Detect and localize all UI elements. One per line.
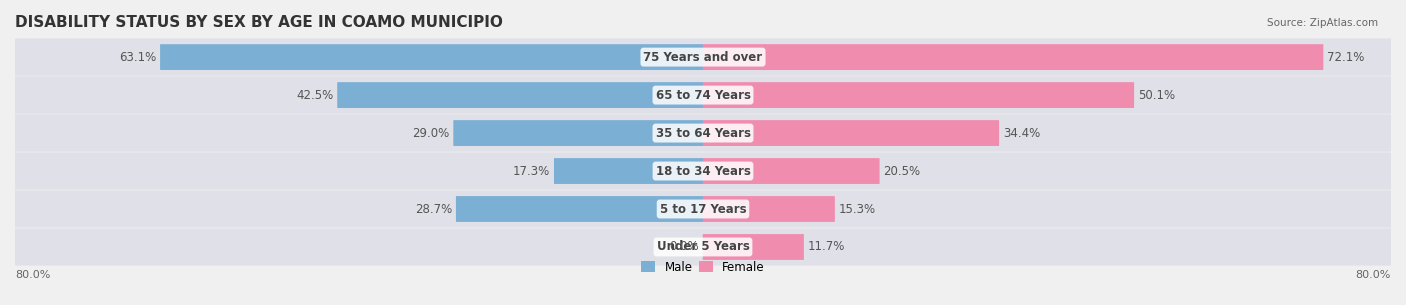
- Legend: Male, Female: Male, Female: [637, 256, 769, 278]
- FancyBboxPatch shape: [703, 41, 1391, 74]
- Text: 11.7%: 11.7%: [808, 240, 845, 253]
- Text: 35 to 64 Years: 35 to 64 Years: [655, 127, 751, 140]
- FancyBboxPatch shape: [14, 190, 1392, 228]
- FancyBboxPatch shape: [703, 82, 1135, 108]
- FancyBboxPatch shape: [14, 38, 1392, 76]
- Text: 42.5%: 42.5%: [295, 88, 333, 102]
- FancyBboxPatch shape: [703, 44, 1323, 70]
- Text: 80.0%: 80.0%: [15, 271, 51, 280]
- Text: 5 to 17 Years: 5 to 17 Years: [659, 203, 747, 216]
- Text: 80.0%: 80.0%: [1355, 271, 1391, 280]
- Text: 20.5%: 20.5%: [883, 164, 921, 178]
- FancyBboxPatch shape: [703, 158, 880, 184]
- Text: 75 Years and over: 75 Years and over: [644, 51, 762, 64]
- FancyBboxPatch shape: [703, 234, 804, 260]
- Text: 15.3%: 15.3%: [839, 203, 876, 216]
- FancyBboxPatch shape: [15, 155, 703, 187]
- FancyBboxPatch shape: [160, 44, 703, 70]
- Text: 28.7%: 28.7%: [415, 203, 451, 216]
- Text: 50.1%: 50.1%: [1139, 88, 1175, 102]
- FancyBboxPatch shape: [15, 193, 703, 225]
- FancyBboxPatch shape: [15, 117, 703, 149]
- FancyBboxPatch shape: [14, 152, 1392, 190]
- FancyBboxPatch shape: [703, 120, 1000, 146]
- FancyBboxPatch shape: [703, 155, 1391, 187]
- Text: DISABILITY STATUS BY SEX BY AGE IN COAMO MUNICIPIO: DISABILITY STATUS BY SEX BY AGE IN COAMO…: [15, 15, 503, 30]
- Text: 75 Years and over: 75 Years and over: [644, 51, 762, 64]
- Text: 35 to 64 Years: 35 to 64 Years: [655, 127, 751, 140]
- Text: 5 to 17 Years: 5 to 17 Years: [659, 203, 747, 216]
- FancyBboxPatch shape: [453, 120, 703, 146]
- FancyBboxPatch shape: [703, 231, 1391, 263]
- FancyBboxPatch shape: [14, 114, 1392, 152]
- Text: 72.1%: 72.1%: [1327, 51, 1365, 64]
- Text: 65 to 74 Years: 65 to 74 Years: [655, 88, 751, 102]
- FancyBboxPatch shape: [15, 41, 703, 74]
- Text: 65 to 74 Years: 65 to 74 Years: [655, 88, 751, 102]
- FancyBboxPatch shape: [337, 82, 703, 108]
- FancyBboxPatch shape: [703, 117, 1391, 149]
- Text: 63.1%: 63.1%: [118, 51, 156, 64]
- Text: 18 to 34 Years: 18 to 34 Years: [655, 164, 751, 178]
- FancyBboxPatch shape: [703, 196, 835, 222]
- FancyBboxPatch shape: [554, 158, 703, 184]
- FancyBboxPatch shape: [456, 196, 703, 222]
- FancyBboxPatch shape: [15, 231, 703, 263]
- Text: Under 5 Years: Under 5 Years: [657, 240, 749, 253]
- Text: 0.0%: 0.0%: [669, 240, 699, 253]
- FancyBboxPatch shape: [14, 77, 1392, 114]
- FancyBboxPatch shape: [14, 228, 1392, 266]
- Text: 17.3%: 17.3%: [513, 164, 550, 178]
- Text: 18 to 34 Years: 18 to 34 Years: [655, 164, 751, 178]
- FancyBboxPatch shape: [703, 193, 1391, 225]
- FancyBboxPatch shape: [15, 79, 703, 111]
- Text: 34.4%: 34.4%: [1002, 127, 1040, 140]
- Text: Under 5 Years: Under 5 Years: [657, 240, 749, 253]
- Text: 29.0%: 29.0%: [412, 127, 450, 140]
- Text: Source: ZipAtlas.com: Source: ZipAtlas.com: [1267, 18, 1378, 28]
- FancyBboxPatch shape: [703, 79, 1391, 111]
